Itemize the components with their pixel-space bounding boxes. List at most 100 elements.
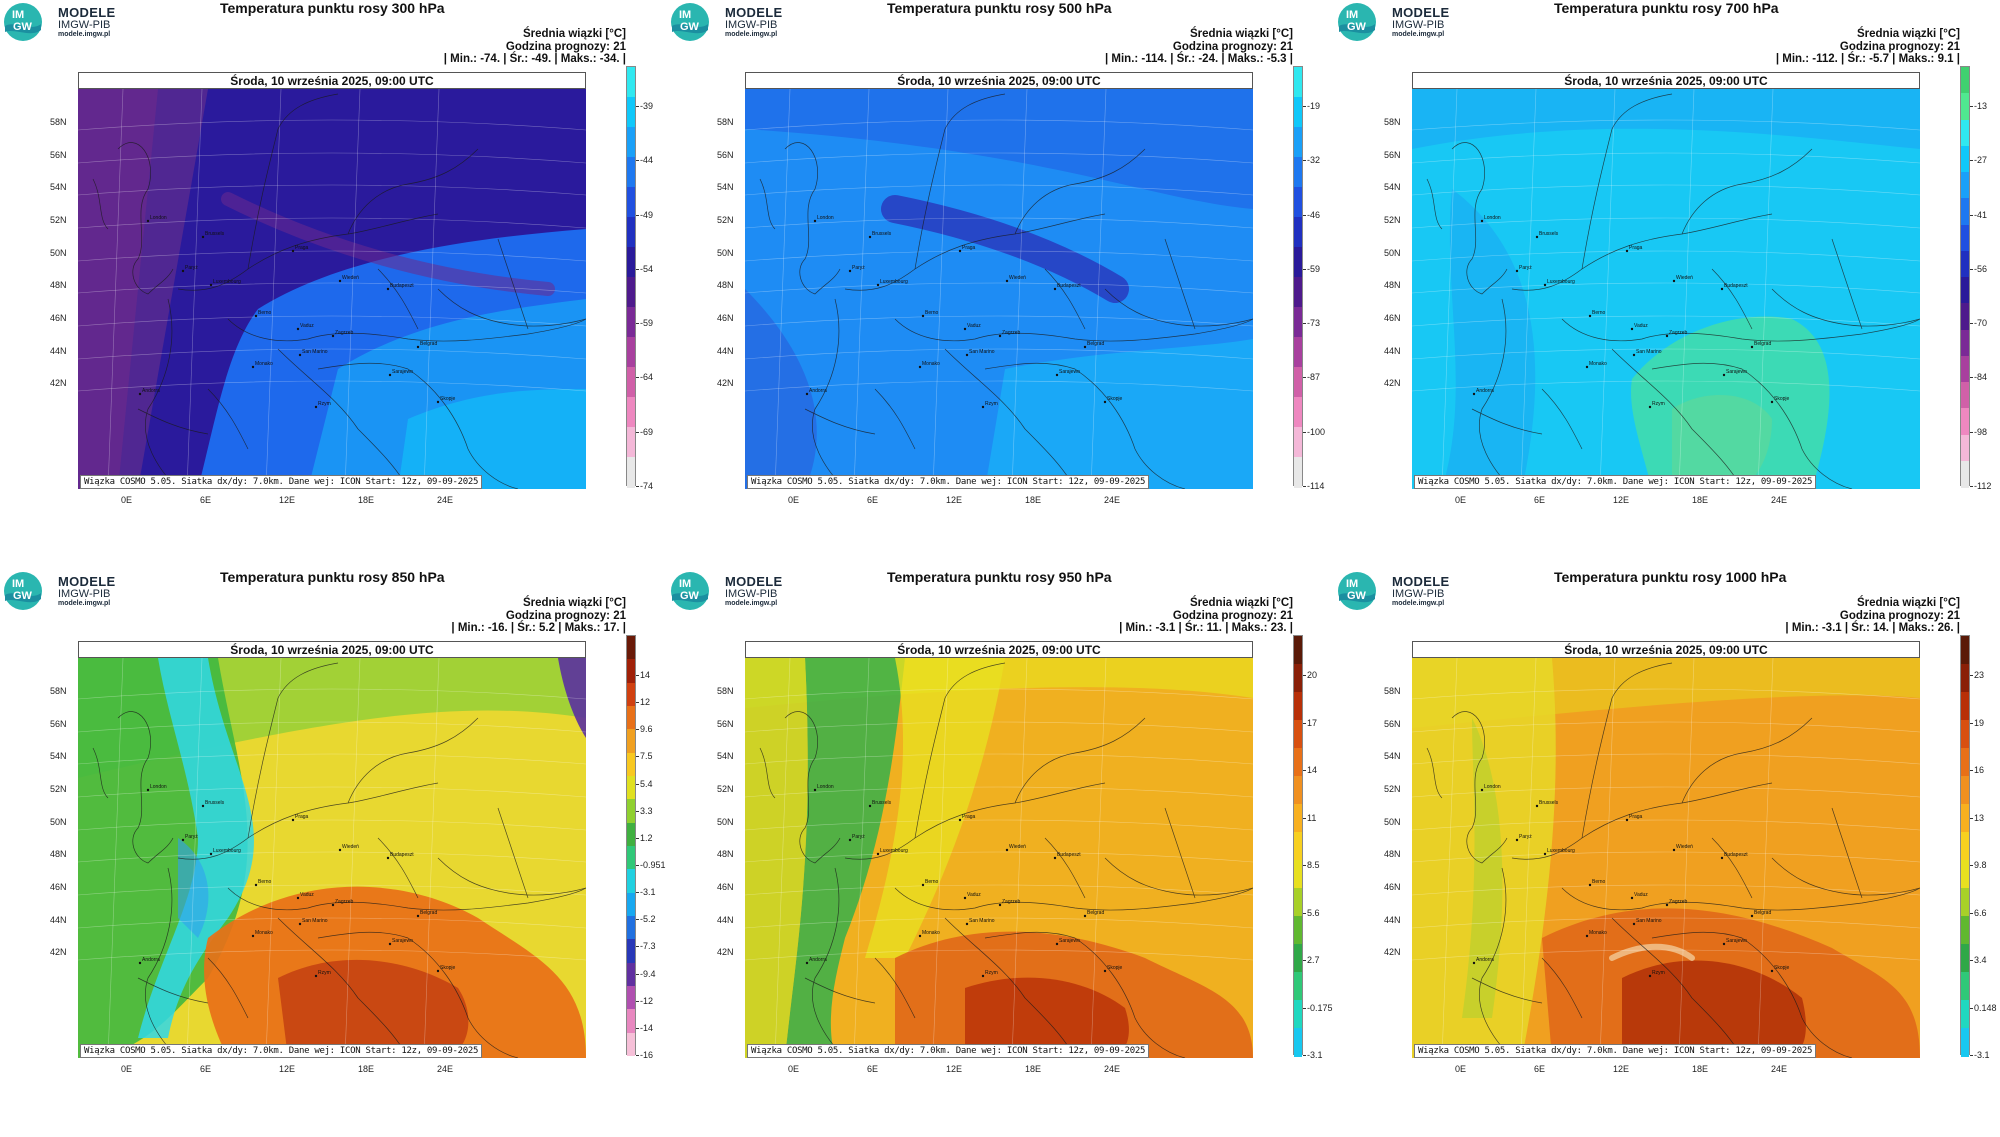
meridian-line (107, 89, 124, 489)
logo-url-text: modele.imgw.pl (58, 31, 111, 38)
city-dot (296, 327, 300, 331)
parallel-line (1412, 315, 1920, 327)
city-dot (1750, 345, 1754, 349)
color-scale (1960, 66, 1970, 488)
stats-line-1: Średnia wiązki [°C] (522, 597, 626, 609)
scale-segment (627, 1032, 635, 1057)
border-line (784, 711, 841, 864)
city-label: Belgrad (1754, 910, 1771, 916)
border-line (407, 368, 519, 489)
city-label: Belgrad (1754, 341, 1771, 347)
border-line (137, 408, 209, 435)
latitude-label: 50N (50, 817, 67, 827)
city-label: Praga (295, 814, 309, 820)
city-dot (1625, 249, 1629, 253)
city-label: Rzym (318, 401, 331, 407)
field-layer-6 (1609, 943, 1695, 961)
latitude-label: 58N (717, 117, 734, 127)
imgw-logo: IM GW MODELE IMGW-PIB modele.imgw.pl (3, 571, 163, 613)
longitude-label: 0E (121, 1064, 133, 1074)
latitude-label: 46N (50, 313, 67, 323)
city-dot (1665, 903, 1669, 907)
border-line (1104, 288, 1253, 327)
city-dot (1543, 852, 1547, 856)
border-line (1681, 717, 1813, 804)
meridian-line (1090, 89, 1107, 489)
city-dot (1750, 914, 1754, 918)
longitude-label: 6E (1534, 495, 1546, 505)
parallel-line (78, 380, 586, 392)
scale-segment (1961, 860, 1969, 889)
city-label: Zagrzeb (1669, 899, 1688, 905)
stats-line-3: | Min.: -112. | Śr.: -5.7 | Maks.: 9.1 | (1775, 53, 1960, 65)
scale-segment (627, 799, 635, 824)
logo-org-text: IMGW-PIB (725, 588, 778, 600)
scale-label: 7.5 (640, 751, 653, 762)
scale-label: -9.4 (640, 968, 656, 979)
city-dot (1588, 883, 1592, 887)
city-label: Luxembourg (213, 279, 241, 285)
scale-tick (636, 973, 639, 975)
border-line (844, 782, 1106, 860)
latitude-label: 52N (1384, 784, 1401, 794)
city-dot (805, 392, 809, 396)
scale-label: -59 (1307, 263, 1321, 274)
latitude-label: 56N (50, 150, 67, 160)
scale-tick (1303, 865, 1306, 866)
city-dot (388, 373, 392, 377)
scale-segment (627, 337, 635, 368)
city-dot (416, 345, 420, 349)
border-line (1561, 887, 1920, 911)
parallel-line (78, 152, 586, 164)
parallel-line (78, 217, 586, 229)
parallel-line (1412, 688, 1920, 700)
dewpoint-map: London Brussels Paryż Luxembourg Praga Wiedeń… (745, 89, 1253, 489)
graticule (78, 89, 586, 489)
stats-line-2: Godzina prognozy: 21 (505, 609, 626, 622)
scale-tick (636, 214, 639, 216)
logo-url-text: modele.imgw.pl (725, 31, 778, 38)
longitude-label: 18E (1692, 495, 1709, 505)
city-label: London (817, 215, 834, 221)
city-label: Luxembourg (213, 848, 241, 854)
latitude-label: 50N (717, 248, 734, 258)
border-line (1471, 408, 1543, 435)
scale-label: -70 (1974, 318, 1988, 329)
imgw-logo-icon: IM GW (3, 571, 43, 611)
logo-modele-text: MODELE (58, 5, 116, 20)
city-label: San Marino (302, 349, 328, 355)
field-layer-5 (1622, 960, 1806, 1058)
longitude-label: 6E (867, 495, 879, 505)
logo-mark-bottom: GW (1347, 590, 1366, 602)
city-label: Wiedeń (1676, 275, 1693, 281)
meridian-line (186, 658, 203, 1058)
stats-line-1: Średnia wiązki [°C] (1856, 597, 1960, 609)
field-layer-4 (985, 339, 1253, 489)
meridian-line (265, 658, 282, 1058)
latitude-label: 50N (717, 817, 734, 827)
city-label: Wiedeń (342, 844, 359, 850)
city-label: Belgrad (1087, 910, 1104, 916)
parallel-line (745, 315, 1253, 327)
scale-segment (627, 636, 635, 660)
city-dot (1005, 848, 1009, 852)
meridian-line (423, 658, 440, 1058)
city-label: Monako (255, 930, 273, 936)
scale-label: 6.6 (1974, 907, 1987, 918)
border-line (117, 711, 174, 864)
scale-tick (1303, 377, 1306, 379)
logo-org-text: IMGW-PIB (58, 19, 111, 31)
city-dot (1083, 914, 1087, 918)
city-dot (1053, 856, 1057, 860)
scale-segment (627, 217, 635, 248)
city-label: Praga (1629, 814, 1643, 820)
parallel-line (1412, 184, 1920, 196)
stats-block: Średnia wiązki [°C] Godzina prognozy: 21 |… (1119, 597, 1293, 635)
border-line (944, 917, 1076, 1058)
parallel-line (745, 851, 1253, 863)
latitude-label: 46N (717, 882, 734, 892)
latitude-label: 58N (1384, 117, 1401, 127)
scale-segment (1961, 748, 1969, 777)
country-borders (92, 93, 586, 489)
scale-tick (1970, 106, 1973, 107)
